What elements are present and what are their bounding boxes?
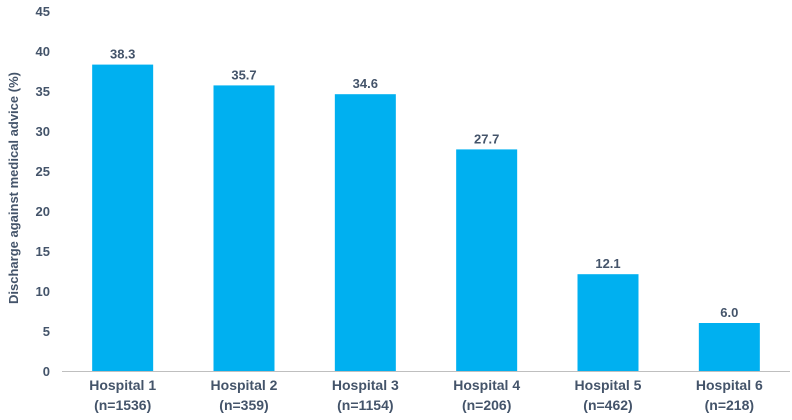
x-axis-labels: Hospital 1 (n=1536) Hospital 2 (n=359) Hospi… [89, 377, 763, 413]
x-tick-label: Hospital 1 [89, 377, 156, 393]
x-tick-sublabel: (n=359) [219, 397, 268, 413]
data-label: 6.0 [720, 305, 738, 320]
x-tick-label: Hospital 3 [332, 377, 399, 393]
y-tick-label: 40 [36, 44, 50, 59]
y-tick-label: 5 [43, 324, 50, 339]
y-tick-label: 25 [36, 164, 50, 179]
x-tick-label: Hospital 2 [211, 377, 278, 393]
y-tick-label: 10 [36, 284, 50, 299]
data-label: 27.7 [474, 131, 499, 146]
x-tick-label: Hospital 4 [453, 377, 520, 393]
bars: 38.3 35.7 34.6 27.7 12.1 6.0 [92, 47, 760, 372]
y-tick-label: 35 [36, 84, 50, 99]
bar [92, 64, 154, 371]
data-label: 34.6 [353, 76, 378, 91]
bar [698, 323, 760, 371]
x-tick-sublabel: (n=1536) [94, 397, 151, 413]
x-tick-sublabel: (n=462) [583, 397, 632, 413]
y-tick-label: 20 [36, 204, 50, 219]
data-label: 38.3 [110, 47, 135, 62]
x-tick-sublabel: (n=1154) [337, 397, 393, 413]
bar [334, 94, 396, 371]
bar [456, 149, 518, 371]
bar [577, 274, 639, 371]
x-tick-sublabel: (n=218) [705, 397, 754, 413]
x-tick-label: Hospital 6 [696, 377, 763, 393]
y-tick-label: 15 [36, 244, 50, 259]
y-tick-label: 30 [36, 124, 50, 139]
bar [213, 85, 275, 372]
x-tick-label: Hospital 5 [575, 377, 642, 393]
y-tick-label: 0 [43, 364, 50, 379]
x-tick-sublabel: (n=206) [462, 397, 511, 413]
y-axis-label: Discharge against medical advice (%) [6, 72, 21, 304]
y-axis-ticks: 0 5 10 15 20 25 30 35 40 45 [36, 4, 50, 379]
data-label: 35.7 [231, 67, 256, 82]
data-label: 12.1 [595, 256, 620, 271]
y-tick-label: 45 [36, 4, 50, 19]
